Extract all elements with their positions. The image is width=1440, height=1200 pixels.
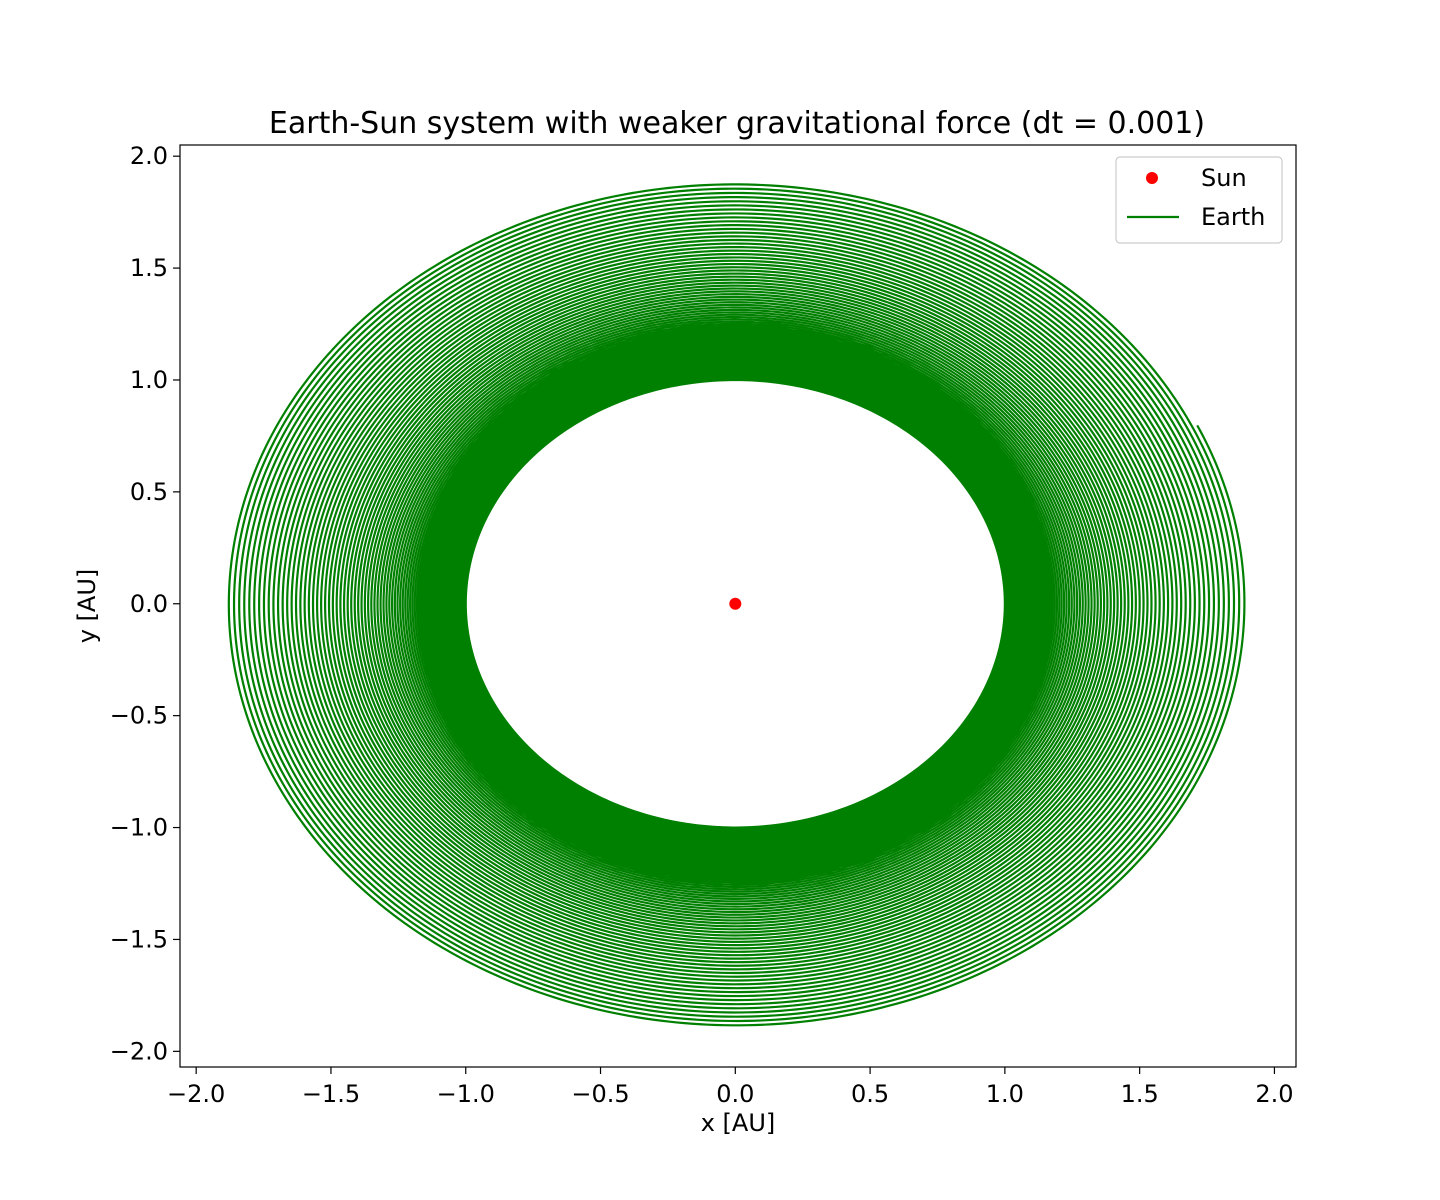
plot-area bbox=[227, 183, 1246, 1027]
legend: Sun Earth bbox=[1115, 156, 1283, 244]
x-tick-label: 0.0 bbox=[716, 1080, 754, 1108]
axes-frame bbox=[179, 144, 1297, 1068]
earth-orbit-line bbox=[227, 183, 1246, 1027]
x-axis-label: x [AU] bbox=[701, 1109, 776, 1137]
x-tick-label: −1.5 bbox=[302, 1080, 360, 1108]
y-tick-label: 0.5 bbox=[130, 478, 168, 506]
y-axis-ticks: 2.0 1.5 1.0 0.5 0.0 −0.5 −1.0 −1.5 −2.0 bbox=[110, 142, 180, 1065]
x-tick-label: −1.0 bbox=[437, 1080, 495, 1108]
sun-point bbox=[729, 597, 742, 610]
y-tick-label: 0.0 bbox=[130, 590, 168, 618]
x-tick-label: −0.5 bbox=[571, 1080, 629, 1108]
x-tick-label: 1.0 bbox=[986, 1080, 1024, 1108]
x-axis-ticks: −2.0 −1.5 −1.0 −0.5 0.0 0.5 1.0 1.5 2.0 bbox=[167, 1067, 1294, 1108]
y-tick-label: 2.0 bbox=[130, 142, 168, 170]
earth-orbit-series bbox=[227, 183, 1246, 1027]
x-tick-label: 0.5 bbox=[851, 1080, 889, 1108]
x-tick-label: 2.0 bbox=[1255, 1080, 1293, 1108]
y-tick-label: −2.0 bbox=[110, 1037, 168, 1065]
y-tick-label: −1.0 bbox=[110, 814, 168, 842]
legend-sun-marker bbox=[1146, 172, 1158, 184]
y-tick-label: −0.5 bbox=[110, 702, 168, 730]
x-tick-label: −2.0 bbox=[167, 1080, 225, 1108]
legend-sun-label: Sun bbox=[1201, 164, 1247, 192]
x-tick-label: 1.5 bbox=[1121, 1080, 1159, 1108]
y-tick-label: 1.0 bbox=[130, 366, 168, 394]
chart-title: Earth-Sun system with weaker gravitation… bbox=[269, 106, 1205, 141]
legend-earth-label: Earth bbox=[1201, 203, 1265, 231]
sun-series bbox=[729, 597, 742, 610]
y-axis-label: y [AU] bbox=[73, 569, 101, 644]
y-tick-label: 1.5 bbox=[130, 254, 168, 282]
y-tick-label: −1.5 bbox=[110, 925, 168, 953]
